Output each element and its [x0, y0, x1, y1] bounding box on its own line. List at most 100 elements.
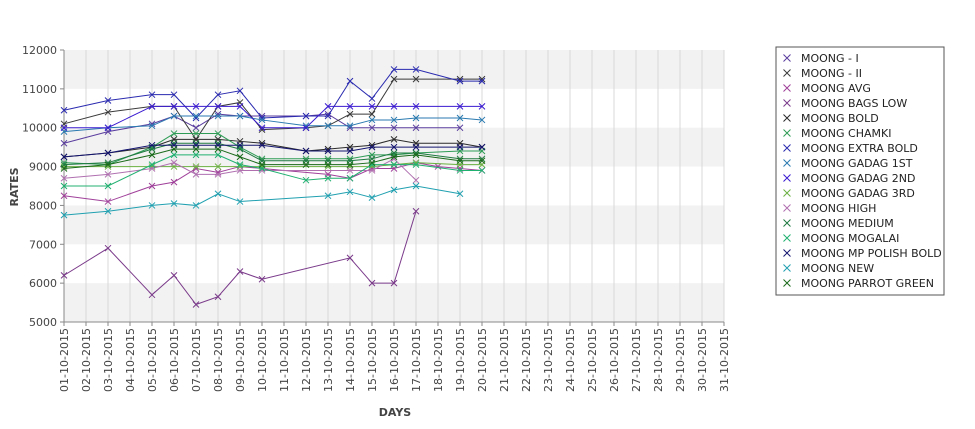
x-tick-label: 05-10-2015 [146, 328, 159, 392]
legend-marker [783, 84, 791, 92]
data-point [258, 161, 266, 168]
data-point [412, 176, 420, 184]
x-tick-label: 24-10-2015 [564, 328, 577, 392]
x-tick-label: 23-10-2015 [542, 328, 555, 392]
data-point [390, 116, 398, 124]
data-point [192, 130, 200, 137]
data-point [192, 170, 200, 178]
data-point [60, 153, 68, 161]
x-tick-label: 12-10-2015 [300, 328, 313, 392]
data-point [346, 77, 354, 85]
legend-marker [783, 129, 791, 137]
data-point [104, 97, 112, 104]
legend-marker [783, 189, 791, 197]
legend-item: MOONG BAGS LOW [783, 97, 907, 110]
x-tick-label: 28-10-2015 [652, 328, 665, 392]
series-line [63, 68, 482, 119]
legend-marker [783, 279, 791, 287]
legend-label: MOONG GADAG 1ST [801, 157, 913, 170]
x-tick-label: 04-10-2015 [124, 328, 137, 392]
data-point [456, 143, 464, 151]
legend-item: MOONG HIGH [783, 202, 876, 215]
legend-marker [783, 159, 791, 167]
data-point [368, 279, 376, 287]
data-point [214, 91, 222, 99]
data-point [346, 188, 354, 196]
legend-item: MOONG GADAG 1ST [783, 157, 913, 170]
data-point [302, 112, 310, 120]
data-point [236, 112, 244, 120]
data-point [192, 301, 200, 308]
data-point [214, 102, 222, 110]
data-point [236, 102, 244, 110]
data-point [390, 102, 398, 110]
x-tick-label: 10-10-2015 [256, 328, 269, 392]
legend-label: MOONG CHAMKI [801, 127, 891, 140]
legend-label: MOONG NEW [801, 262, 874, 275]
x-tick-label: 02-10-2015 [80, 328, 93, 392]
data-point [412, 151, 420, 159]
legend-item: MOONG MEDIUM [783, 217, 894, 230]
data-point [170, 200, 178, 207]
x-tick-label: 22-10-2015 [520, 328, 533, 392]
x-tick-label: 31-10-2015 [718, 328, 731, 392]
data-point [214, 293, 222, 301]
data-point [60, 272, 68, 279]
legend-item: MOONG BOLD [783, 112, 879, 125]
legend-label: MOONG MEDIUM [801, 217, 894, 230]
series-line [64, 105, 482, 129]
data-point [60, 192, 68, 200]
legend-marker [783, 69, 791, 77]
legend-marker [783, 54, 791, 62]
legend-label: MOONG - I [801, 52, 859, 65]
x-tick-label: 17-10-2015 [410, 328, 423, 392]
series-line [63, 142, 482, 166]
legend-label: MOONG HIGH [801, 202, 876, 215]
legend-item: MOONG PARROT GREEN [783, 277, 934, 290]
data-point [412, 114, 420, 122]
data-point [192, 145, 200, 153]
y-tick-label: 9000 [29, 161, 57, 174]
data-point [456, 167, 464, 174]
data-point [170, 145, 178, 153]
data-point [148, 291, 156, 299]
legend-item: MOONG GADAG 2ND [783, 172, 915, 185]
data-point [148, 151, 156, 159]
y-tick-label: 5000 [29, 316, 57, 329]
data-point [148, 91, 156, 99]
x-tick-label: 03-10-2015 [102, 328, 115, 392]
data-point [104, 244, 112, 252]
data-point [170, 130, 178, 137]
data-point [346, 122, 354, 130]
data-point [148, 161, 156, 168]
data-point [456, 77, 464, 85]
data-point [236, 141, 244, 149]
data-point [412, 102, 420, 110]
legend-marker [783, 219, 791, 227]
data-point [456, 157, 464, 165]
data-point [214, 151, 222, 159]
data-point [456, 102, 464, 110]
axes: 5000 6000 7000 8000 9000 10000 11000 12000 01-10… [22, 44, 731, 392]
series-7 [60, 66, 486, 122]
data-point [104, 108, 112, 116]
data-point [170, 178, 178, 186]
data-point [478, 157, 486, 165]
legend-label: MOONG GADAG 3RD [801, 187, 915, 200]
data-point [478, 143, 486, 151]
data-point [346, 254, 354, 262]
data-point [412, 161, 420, 168]
data-point [104, 161, 112, 168]
legend-item: MOONG MOGALAI [783, 232, 899, 245]
data-point [104, 207, 112, 215]
data-point [346, 161, 354, 168]
series-layer [60, 66, 486, 308]
data-point [214, 130, 222, 137]
legend-marker [783, 264, 791, 272]
legend-item: MOONG - II [783, 67, 862, 80]
data-point [324, 161, 332, 168]
data-point [236, 268, 244, 275]
data-point [368, 95, 376, 102]
data-point [214, 163, 222, 170]
x-axis-title: DAYS [379, 406, 412, 419]
